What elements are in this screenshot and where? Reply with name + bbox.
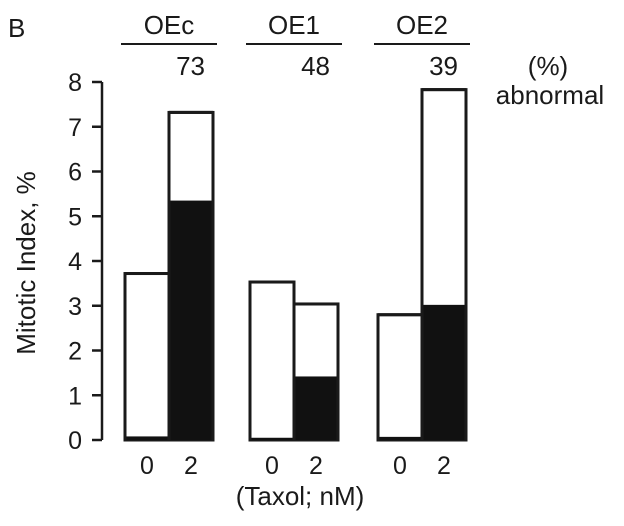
y-axis: 0 1 2 3 4 5 6 7 8 [68,69,104,455]
group-percent-abnormal: 39 [429,51,458,81]
group-name: OEc [144,10,195,40]
x-tick-label: 2 [309,452,323,480]
x-axis-label: (Taxol; nM) [236,481,365,511]
group-headers: OEc 73 OE1 48 OE2 39 [121,10,470,81]
y-tick-label: 6 [68,159,82,187]
bars-layer [123,88,468,442]
percent-header: (%) [528,51,568,81]
x-tick-label: 0 [140,452,154,480]
x-tick-label: 0 [265,452,279,480]
y-tick-label: 5 [68,203,82,231]
bar-abnormal [295,376,337,440]
y-tick-label: 3 [68,293,82,321]
bar-abnormal [126,436,168,440]
y-tick-label: 4 [68,248,82,276]
bar-abnormal [170,200,212,440]
y-tick-label: 0 [68,427,82,455]
y-tick-label: 8 [68,69,82,97]
y-tick-label: 7 [68,114,82,142]
bar-abnormal [423,304,465,440]
x-ticks: 0 2 0 2 0 2 [140,452,451,480]
percent-header-sub: abnormal [496,80,604,110]
bar-abnormal [379,436,421,440]
panel-label: B [8,13,25,43]
y-tick-label: 2 [68,338,82,366]
bar-total [376,313,424,442]
group-percent-abnormal: 73 [176,51,205,81]
bar-total [248,280,296,442]
x-tick-label: 2 [437,452,451,480]
group-name: OE1 [268,10,320,40]
bar-abnormal [251,437,293,440]
group-name: OE2 [396,10,448,40]
x-tick-label: 0 [393,452,407,480]
x-tick-label: 2 [184,452,198,480]
y-tick-label: 1 [68,382,82,410]
y-axis-label: Mitotic Index, % [11,171,41,355]
group-percent-abnormal: 48 [301,51,330,81]
bar-total [123,272,171,442]
